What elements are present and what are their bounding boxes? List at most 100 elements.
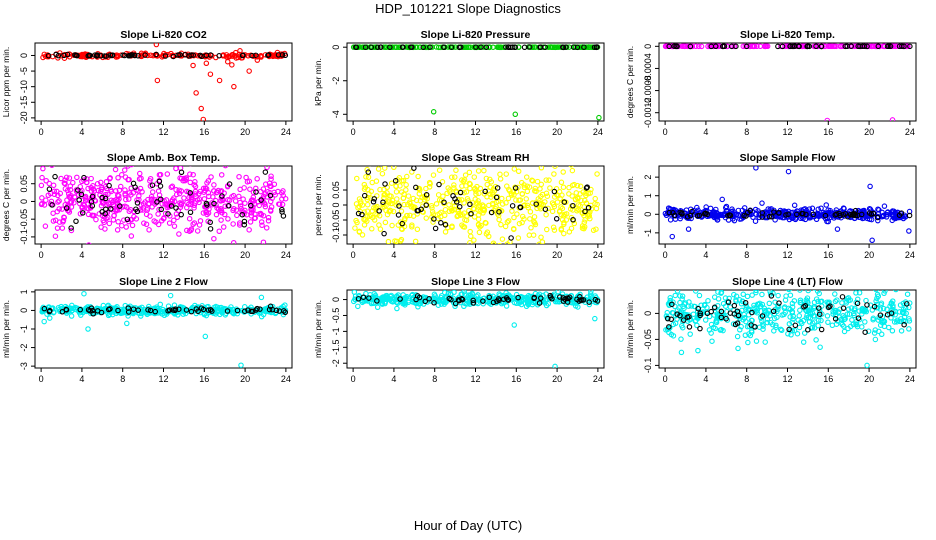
data-point: [461, 210, 468, 216]
x-tick-label: 12: [782, 374, 792, 384]
data-point-hourly: [570, 44, 577, 50]
y-tick-label: 0: [19, 199, 29, 204]
data-point-outlier: [515, 235, 522, 241]
data-point: [63, 174, 70, 181]
data-point-hourly: [792, 43, 798, 49]
data-point-hourly: [188, 308, 195, 315]
data-point: [469, 200, 476, 206]
data-point-hourly: [666, 209, 673, 216]
data-point: [867, 285, 871, 289]
data-point: [105, 200, 112, 206]
y-tick-label: -0.05: [331, 210, 341, 231]
data-point: [573, 190, 580, 196]
data-point-hourly: [470, 300, 477, 306]
data-point-hourly: [392, 178, 399, 184]
data-point: [423, 185, 429, 192]
data-point-outlier: [824, 117, 831, 121]
data-point: [462, 172, 469, 178]
x-tick-label: 20: [552, 127, 562, 137]
data-point: [246, 227, 252, 233]
data-point-hourly: [785, 211, 791, 218]
data-point-hourly: [427, 44, 433, 50]
data-point: [735, 207, 742, 214]
data-point-hourly: [152, 308, 158, 315]
data-point-hourly: [896, 43, 903, 50]
data-point-hourly: [560, 298, 567, 304]
x-tick-label: 24: [281, 250, 291, 260]
data-point-hourly: [563, 44, 569, 50]
data-point: [216, 228, 222, 234]
data-point-hourly: [53, 51, 59, 58]
data-point-hourly: [52, 173, 58, 180]
data-point: [527, 209, 534, 215]
data-point: [419, 194, 425, 201]
data-point: [906, 326, 912, 332]
data-point: [748, 328, 755, 334]
data-point: [526, 184, 533, 190]
data-point-hourly: [521, 44, 528, 51]
data-point: [856, 290, 863, 296]
data-point-hourly: [566, 294, 573, 301]
data-point: [531, 219, 537, 225]
data-point: [461, 189, 467, 196]
data-point: [403, 294, 409, 301]
data-point: [543, 190, 550, 197]
data-point-hourly: [361, 192, 368, 199]
data-point-hourly: [515, 294, 521, 301]
data-point: [587, 291, 594, 297]
data-point: [782, 297, 789, 303]
data-point-hourly: [789, 43, 796, 50]
data-point: [381, 166, 388, 171]
data-point: [122, 191, 128, 197]
x-tick-label: 8: [744, 374, 749, 384]
data-point: [410, 203, 416, 210]
data-point: [497, 171, 503, 178]
data-point: [53, 146, 57, 150]
data-point: [685, 303, 692, 309]
data-point: [218, 206, 224, 212]
data-point: [797, 307, 803, 314]
y-axis-label: ml/min per min.: [625, 176, 635, 234]
data-point-outlier: [906, 228, 912, 234]
data-point-hourly: [64, 51, 71, 58]
data-point: [279, 190, 285, 196]
data-point: [786, 290, 792, 293]
data-point: [436, 167, 443, 173]
data-point: [805, 314, 812, 321]
data-point-hourly: [669, 301, 675, 308]
data-point: [594, 171, 600, 177]
data-point-hourly: [896, 212, 903, 218]
data-point: [68, 227, 75, 234]
data-point: [388, 180, 395, 186]
data-point: [449, 174, 455, 180]
data-point-outlier: [678, 349, 685, 356]
data-point: [897, 318, 903, 325]
data-point-hourly: [448, 296, 454, 303]
data-point-hourly: [776, 300, 782, 306]
data-point-hourly: [813, 43, 819, 50]
data-point: [398, 208, 405, 214]
data-point: [483, 175, 490, 182]
data-point: [764, 43, 771, 50]
data-point: [85, 211, 92, 218]
data-point-outlier: [154, 77, 161, 84]
data-point: [267, 198, 274, 205]
data-point: [236, 220, 243, 226]
data-point: [384, 190, 390, 196]
data-point-hourly: [884, 43, 891, 50]
y-tick-label: 1: [19, 289, 29, 294]
data-point: [225, 216, 231, 222]
data-point: [196, 190, 202, 197]
data-point: [694, 204, 700, 211]
data-point-hourly: [183, 307, 190, 313]
data-point: [840, 205, 847, 211]
data-point: [129, 166, 134, 168]
data-point-hourly: [245, 307, 251, 313]
data-point: [709, 210, 716, 216]
data-point-outlier: [112, 166, 119, 173]
data-point: [65, 306, 72, 313]
data-point: [64, 197, 70, 203]
data-point: [809, 205, 816, 212]
data-point-hourly: [248, 308, 254, 315]
